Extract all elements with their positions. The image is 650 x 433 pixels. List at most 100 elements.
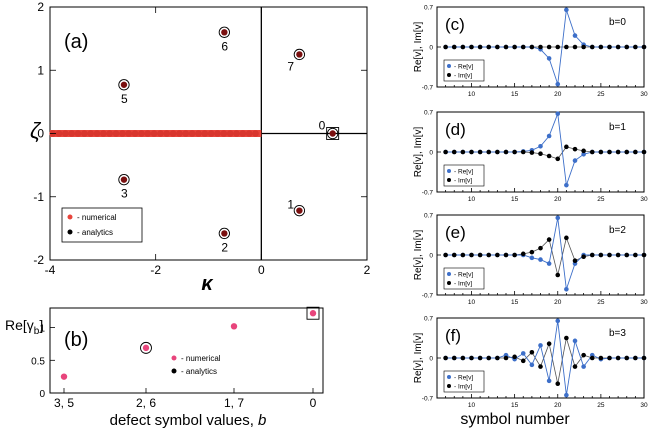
panel-b-numerical-marker [142,344,150,352]
panel-b-xtick-label: 1, 7 [224,396,244,410]
eigenvalue-analytics-marker [118,79,130,91]
series-im-point [641,44,647,50]
panel-a-ytick-label: -2 [33,253,44,267]
panel-a-legend-box [61,207,143,243]
series-re-point [529,362,535,368]
series-im-point [529,249,535,255]
series-im-point [572,364,578,369]
xtick-label: 25 [597,299,605,306]
eigenvalue-label: 7 [287,59,294,73]
series-im-point [512,149,517,155]
panel-c: 0.7 0 -0.7 10 15 20 25 30 Re[v], Im[v] (c) b=0 - Re… [413,5,648,99]
legend-re-marker [447,169,451,173]
continuum-point [182,130,190,137]
legend-im-marker [447,178,451,182]
legend-re-label: - Re[v] [454,375,473,382]
continuum-point [220,130,228,137]
series-im-point [624,355,630,361]
series-im-point [598,149,604,155]
eigenvalue-0-box [326,127,340,140]
continuum-point [207,130,215,137]
series-re-point [581,151,586,157]
series-im-point [581,148,586,154]
xtick-label: 10 [468,91,476,98]
series-re-point [555,318,561,324]
series-im-point [451,355,457,361]
series-re-point [546,133,552,139]
panel-a-label: (a) [64,31,88,53]
ytick-label: 0 [429,150,433,157]
series-im-point [460,149,466,155]
panel-d: 0.7 0 -0.7 10 15 20 25 30 Re[v], Im[v] (d) b=1 - Re… [413,110,648,204]
continuum-point [150,130,158,137]
series-im-point [641,252,647,258]
series-im-point [495,149,500,155]
continuum-point [201,130,209,137]
series-im-point [564,144,569,150]
series-im-point [520,44,526,50]
series-im-point [529,349,535,355]
legend-im-label: - Im[v] [454,384,472,391]
series-re-point [572,33,578,38]
series-im-point [460,252,466,258]
series-im-point [589,149,595,155]
continuum-point [87,130,94,137]
right-panels-xlabel: symbol number [460,411,570,428]
series-im-point [598,355,604,361]
panel-a-ytick-label: 2 [37,0,44,14]
panel-f: 0.7 0 -0.7 10 15 20 25 30 Re[v], Im[v] (f) b=3 - Re… [413,316,648,410]
xtick-label: 15 [511,196,519,203]
series-im-point [469,355,474,361]
panel-e: 0.7 0 -0.7 10 15 20 25 30 Re[v], Im[v] (e) b=2 - Re… [413,213,648,307]
panel-label: (e) [445,223,466,242]
panel-b-value-label: b=3 [609,328,626,339]
series-im-point [520,251,526,257]
xtick-label: 30 [640,91,648,98]
panel-b-ylabel-close: ] [39,317,43,333]
panel-b-ticks: 3, 5 2, 6 1, 7 0 0 0.5 1 [31,324,317,410]
eigenvalue-label: 5 [121,92,128,106]
ytick-label: 0.7 [424,5,433,12]
series-im-point [607,44,612,50]
panel-ylabel: Re[v], Im[v] [413,229,424,280]
eigenvalue-analytics-marker [327,127,339,140]
continuum-point [119,130,126,137]
eigenvalue-label: 1 [287,198,294,212]
continuum-point [252,130,259,137]
panel-b-ylabel-main: Re[γ [5,317,34,333]
series-re-point [555,215,561,221]
series-im-point [520,358,526,364]
xtick-label: 25 [597,402,605,409]
series-im-point [503,355,509,361]
series-im-point [538,245,543,251]
legend-im-label: - Im[v] [454,73,472,80]
series-im-point [641,355,647,361]
continuum-point [157,130,164,137]
panel-b-analytics-marker [140,341,152,354]
legend-analytics-marker [67,229,73,235]
continuum-point [239,130,247,137]
panel-b-frame [49,307,324,394]
eigenvalue-numerical-marker [296,51,303,58]
series-im-point [572,44,578,50]
legend-im-marker [447,73,451,77]
eigenvalue-analytics-marker [293,48,306,61]
series-im-point [555,44,561,50]
series-im-point [469,44,474,50]
series-im-point [598,44,604,50]
legend-im-label: - Im[v] [454,281,472,288]
series-im-point [615,252,621,258]
series-im-point [555,381,561,387]
series-im-point [486,149,492,155]
panel-a-xtick-label: -4 [45,263,56,277]
panel-b-value-label: b=2 [609,225,626,236]
series-im-point [529,150,535,155]
series-im-point [598,252,604,258]
series-re-point [520,351,526,356]
ytick-label: -0.7 [422,190,434,197]
series-im-point [495,44,500,50]
xtick-label: 20 [554,299,562,306]
panel-b-xtick-label: 0 [310,396,317,410]
series-im-point [546,341,552,347]
